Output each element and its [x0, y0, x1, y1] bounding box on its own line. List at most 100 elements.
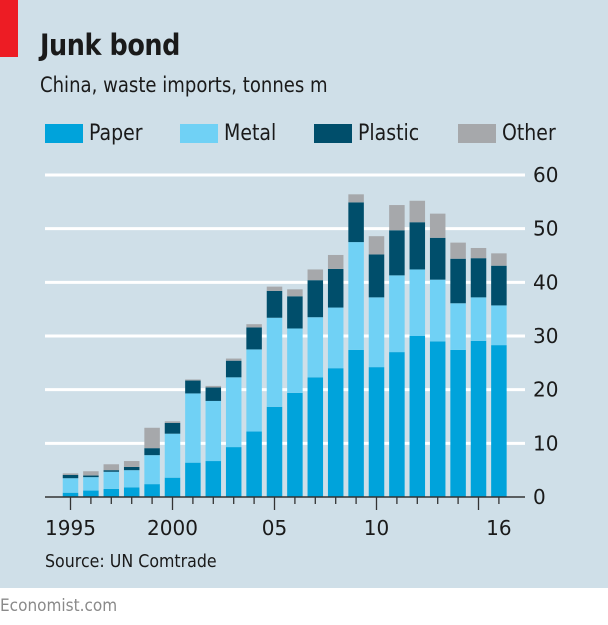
bars	[62, 194, 507, 497]
legend-label-other: Other	[502, 120, 556, 146]
bar-group-2011	[389, 205, 405, 497]
bar-group-2015	[470, 247, 487, 497]
bar-metal-2008	[327, 307, 344, 369]
legend-swatch-other	[458, 123, 496, 143]
bar-other-2005	[266, 286, 283, 291]
bar-plastic-2007	[307, 280, 324, 318]
bar-metal-2016	[491, 305, 507, 346]
chart-panel	[0, 0, 608, 588]
bar-metal-2005	[266, 317, 283, 407]
bar-paper-2008	[327, 368, 344, 497]
bar-paper-2003	[225, 447, 242, 497]
x-tick-label-2000: 2000	[147, 516, 198, 540]
bar-metal-2011	[389, 275, 405, 353]
bar-paper-2014	[450, 349, 466, 497]
bar-metal-2000	[164, 433, 181, 478]
bar-group-2004	[246, 324, 262, 497]
bar-paper-2010	[368, 367, 385, 497]
bar-metal-2006	[287, 328, 303, 393]
bar-plastic-1999	[144, 448, 160, 456]
y-tick-label-30: 30	[533, 324, 558, 348]
bar-paper-1997	[103, 488, 120, 497]
bar-other-2007	[307, 269, 324, 281]
bar-plastic-2015	[470, 258, 487, 298]
bar-other-2012	[409, 200, 426, 223]
y-tick-label-40: 40	[533, 270, 558, 294]
legend-item-metal: Metal	[180, 119, 285, 147]
y-tick-label-20: 20	[533, 378, 558, 402]
bar-metal-2012	[409, 269, 426, 336]
legend-swatch-metal	[180, 123, 218, 143]
bar-paper-1998	[123, 487, 140, 497]
bar-group-1995	[62, 473, 79, 497]
bar-other-1995	[62, 473, 79, 475]
legend-swatch-plastic	[314, 123, 352, 143]
bar-paper-2004	[246, 431, 262, 497]
bar-other-2016	[491, 253, 507, 266]
bar-metal-2014	[450, 303, 466, 350]
bar-other-2001	[185, 379, 201, 381]
bar-plastic-2003	[225, 360, 242, 378]
bar-metal-1998	[123, 470, 140, 488]
bar-other-1997	[103, 464, 120, 471]
bar-paper-2012	[409, 336, 426, 497]
footer-brand: Economist.com	[0, 596, 118, 616]
y-tick-label-0: 0	[533, 485, 546, 509]
bar-group-2005	[266, 286, 283, 497]
bar-plastic-2008	[327, 268, 344, 308]
bar-metal-2002	[205, 400, 222, 462]
bar-group-2007	[307, 269, 324, 497]
bar-other-2002	[205, 385, 222, 388]
bar-group-2002	[205, 385, 222, 497]
legend-item-other: Other	[458, 119, 564, 147]
bar-group-2009	[348, 194, 364, 497]
bar-other-1998	[123, 461, 140, 467]
bar-metal-2015	[470, 297, 487, 341]
bar-other-2014	[450, 242, 466, 259]
y-axis-labels: 0 10 20 30 40 50 60	[533, 163, 558, 509]
bar-paper-2001	[185, 462, 201, 497]
red-tag	[0, 0, 18, 57]
bar-metal-2004	[246, 349, 262, 432]
bar-plastic-2009	[348, 202, 364, 243]
bar-plastic-2005	[266, 290, 283, 318]
bar-group-1997	[103, 464, 120, 497]
bar-paper-1999	[144, 484, 160, 497]
x-tick-label-1995: 1995	[45, 516, 96, 540]
bar-plastic-2014	[450, 258, 466, 304]
bar-other-2011	[389, 205, 405, 231]
y-tick-label-60: 60	[533, 163, 558, 187]
bar-plastic-2016	[491, 265, 507, 306]
bar-other-2015	[470, 247, 487, 259]
bar-group-2001	[185, 379, 201, 497]
bar-metal-2009	[348, 242, 364, 350]
legend-item-plastic: Plastic	[314, 119, 429, 147]
bar-metal-2001	[185, 393, 201, 463]
bar-plastic-1996	[83, 475, 99, 478]
bar-group-2010	[368, 236, 385, 497]
bar-plastic-2006	[287, 296, 303, 329]
bar-group-2016	[491, 253, 507, 497]
bar-paper-2013	[429, 341, 446, 497]
bar-plastic-1998	[123, 466, 140, 471]
bar-group-2003	[225, 358, 242, 497]
bar-group-2000	[164, 421, 181, 497]
x-axis-labels: 1995 2000 05 10 16	[45, 516, 512, 540]
legend-swatch-paper	[45, 123, 83, 143]
bar-group-2014	[450, 242, 466, 497]
bar-metal-2003	[225, 377, 242, 448]
y-tick-label-50: 50	[533, 217, 558, 241]
bar-plastic-2001	[185, 380, 201, 394]
bar-paper-1995	[62, 492, 79, 497]
bar-plastic-1997	[103, 470, 120, 472]
bar-plastic-2000	[164, 422, 181, 434]
bar-metal-1999	[144, 455, 160, 485]
x-axis	[45, 496, 525, 510]
bar-group-2013	[429, 213, 446, 497]
bar-paper-1996	[83, 490, 99, 497]
bar-other-2003	[225, 358, 242, 361]
bar-metal-2007	[307, 317, 324, 378]
bar-paper-2000	[164, 477, 181, 497]
bar-metal-1997	[103, 471, 120, 489]
chart-subtitle: China, waste imports, tonnes m	[40, 73, 328, 97]
